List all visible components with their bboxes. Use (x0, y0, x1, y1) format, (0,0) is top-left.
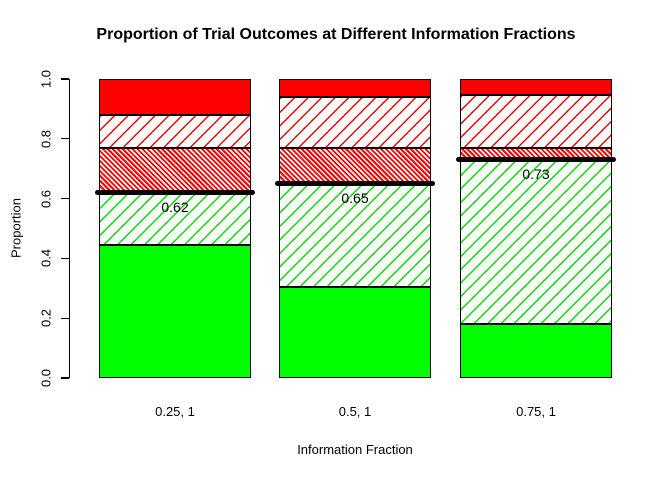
y-axis-tick-label: 1.0 (38, 69, 54, 89)
bar-segment-failure-solid (279, 79, 431, 97)
bar-segment-failure-hatched (99, 114, 251, 148)
bar-segment-failure-solid (460, 79, 612, 96)
x-axis-tick-label: 0.5, 1 (338, 404, 372, 419)
threshold-label: 0.73 (522, 165, 550, 182)
x-axis-tick-label: 0.75, 1 (516, 404, 556, 419)
threshold-label: 0.62 (161, 198, 189, 215)
bar-segment-failure-dense-hatched (99, 147, 251, 193)
threshold-line (95, 190, 255, 196)
bar-segment-success-solid (99, 244, 251, 378)
threshold-line (275, 181, 435, 187)
y-axis-tick (61, 317, 69, 319)
stacked-bar (460, 79, 612, 378)
bar-segment-failure-hatched (279, 96, 431, 148)
y-axis-tick (61, 377, 69, 379)
bar-segment-success-hatched (279, 183, 431, 287)
y-axis-tick (61, 198, 69, 200)
stacked-bar (99, 79, 251, 378)
y-axis-tick (61, 138, 69, 140)
stacked-bar (279, 79, 431, 378)
y-axis-label: Proportion (8, 198, 24, 258)
y-axis-tick-label: 0.6 (38, 189, 54, 208)
bar-segment-success-solid (460, 324, 612, 378)
chart-title: Proportion of Trial Outcomes at Differen… (96, 26, 576, 43)
y-axis-line (68, 79, 70, 378)
y-axis-tick-label: 0.2 (38, 309, 54, 328)
bar-segment-success-solid (279, 286, 431, 378)
bar-segment-failure-solid (99, 79, 251, 115)
bar-segment-failure-hatched (460, 95, 612, 148)
threshold-line (456, 157, 616, 163)
y-axis-tick-label: 0.8 (38, 129, 54, 148)
y-axis-tick (61, 78, 69, 80)
y-axis-tick-label: 0.4 (38, 249, 54, 268)
bar-segment-failure-dense-hatched (279, 147, 431, 184)
threshold-label: 0.65 (341, 189, 369, 206)
y-axis-tick (61, 257, 69, 259)
bar-segment-success-hatched (460, 159, 612, 325)
y-axis-tick-label: 0.0 (38, 368, 54, 388)
x-axis-label: Information Fraction (297, 442, 413, 457)
x-axis-tick-label: 0.25, 1 (155, 404, 195, 419)
